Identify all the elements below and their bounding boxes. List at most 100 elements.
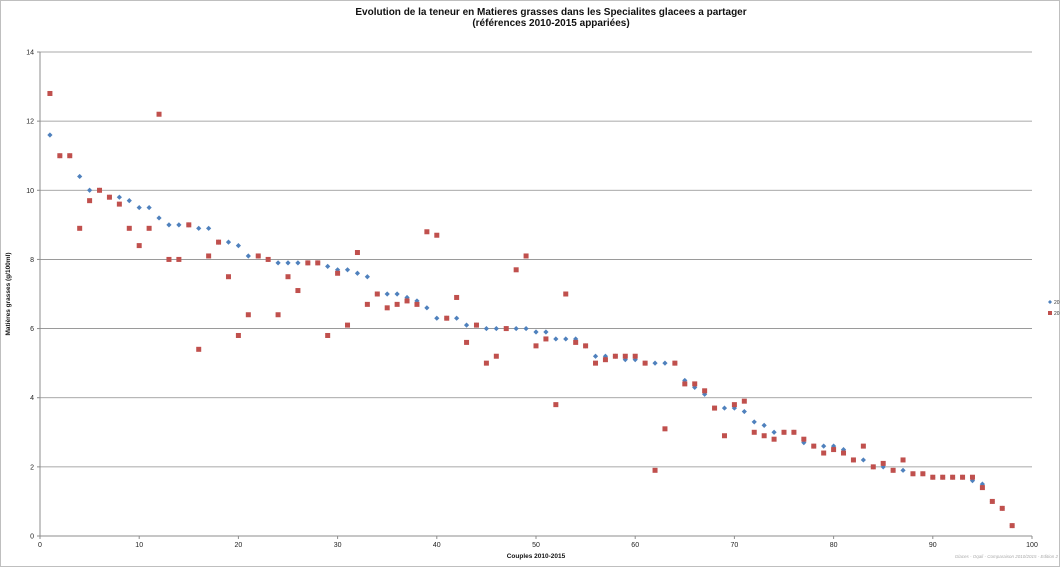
series-2-point	[47, 90, 53, 96]
series-2-point	[176, 256, 182, 262]
series-2-point	[880, 460, 886, 466]
series-2-point	[860, 443, 866, 449]
series-2-point	[265, 256, 271, 262]
series-2-point	[682, 381, 688, 387]
series-1-point	[424, 305, 430, 311]
series-2-point	[206, 253, 212, 259]
series-2-point	[67, 153, 73, 159]
series-2-point	[940, 474, 946, 480]
series-1-point	[731, 405, 737, 411]
series-1-point	[245, 253, 251, 259]
series-1-point	[682, 377, 688, 384]
x-tick-label-6: 60	[631, 542, 639, 549]
series-2-point	[186, 222, 192, 228]
series-2-point	[126, 225, 132, 231]
series-2-point	[106, 194, 112, 200]
x-tick-label-9: 90	[929, 542, 937, 549]
y-tick-label-5: 10	[26, 188, 34, 195]
series-1-point	[156, 215, 162, 221]
x-tick-labels: 0 10 20 30 40 50 60 70 80 90 100	[38, 542, 1038, 549]
legend-label-2: 20	[1054, 311, 1060, 317]
series-2-point	[97, 187, 103, 193]
series-1-point	[592, 353, 599, 359]
y-tick-label-7: 14	[26, 50, 34, 57]
legend-marker-2	[1048, 311, 1052, 315]
series-1-point	[493, 325, 499, 332]
series-1-point	[801, 440, 807, 446]
x-tick-label-0: 0	[38, 542, 42, 549]
series-1-point	[335, 267, 341, 273]
series-1-point	[434, 315, 440, 321]
series-2-point	[563, 291, 569, 297]
series-1-point	[652, 360, 658, 366]
x-tick-label-10: 100	[1026, 542, 1038, 549]
series-2-point	[116, 201, 122, 207]
series-1-point	[364, 274, 370, 280]
series-2-point	[136, 243, 142, 249]
series-2-point	[216, 239, 222, 245]
series-1-point	[761, 422, 767, 428]
series-1-point	[741, 408, 747, 415]
series-2-point	[57, 153, 63, 159]
chart-title: Evolution de la teneur en Matieres grass…	[355, 7, 747, 18]
series-2-point	[969, 474, 975, 480]
series-2-point	[593, 360, 599, 366]
series-2-point	[295, 288, 301, 294]
series-2-point	[622, 353, 628, 359]
series-2-point	[632, 353, 638, 359]
series-2-point	[424, 229, 430, 235]
series-2-point	[225, 274, 231, 280]
series-1-point	[225, 239, 232, 245]
series-2-point	[791, 429, 797, 435]
y-tick-label-0: 0	[30, 534, 34, 541]
series-2-point	[642, 360, 648, 366]
series-1-point	[136, 204, 142, 211]
series-2-point	[821, 450, 827, 456]
series-2-point	[513, 267, 519, 273]
series-2-point	[156, 111, 162, 117]
series-2-point	[473, 322, 479, 328]
series-2-point	[662, 426, 668, 432]
series-2-point	[841, 450, 847, 456]
series-2-point	[87, 198, 93, 204]
series-1-point	[860, 457, 866, 463]
x-tick-label-1: 10	[135, 542, 143, 549]
chart-title-block: Evolution de la teneur en Matieres grass…	[201, 7, 901, 29]
series-2-point	[573, 339, 579, 345]
series-2-point	[950, 474, 956, 480]
series-2-point	[255, 253, 261, 259]
series-2-point	[404, 298, 410, 304]
series-1-point	[979, 481, 985, 487]
series-1-point	[543, 329, 549, 335]
x-tick-label-5: 50	[532, 542, 540, 549]
series-2-point	[831, 447, 837, 453]
series-2-point	[533, 343, 539, 349]
legend-marker-1	[1048, 300, 1052, 304]
series-1-point	[344, 267, 351, 273]
series-2-point	[900, 457, 906, 463]
series-2-point	[771, 436, 777, 442]
series-2-point	[166, 256, 172, 262]
series-1-point	[47, 132, 53, 138]
series-2-point	[444, 315, 450, 321]
series-2-point	[890, 467, 896, 473]
series-2-point	[454, 294, 460, 300]
series-1-point	[295, 260, 301, 266]
series-2-point	[414, 301, 420, 307]
series-2-point	[523, 253, 529, 259]
series-1-point	[553, 336, 559, 342]
series-1-point	[513, 325, 519, 332]
series-2-point	[583, 343, 589, 349]
series-2-point	[721, 433, 727, 439]
series-1-point	[414, 298, 420, 304]
series-2-point	[146, 225, 152, 231]
series-2-point	[712, 405, 718, 411]
series-1-point	[821, 443, 827, 449]
series-1-point	[77, 173, 83, 180]
series-1-point	[523, 325, 529, 332]
series-2-point	[989, 498, 995, 504]
series-1-point	[146, 204, 152, 211]
series-1-point	[692, 384, 698, 390]
